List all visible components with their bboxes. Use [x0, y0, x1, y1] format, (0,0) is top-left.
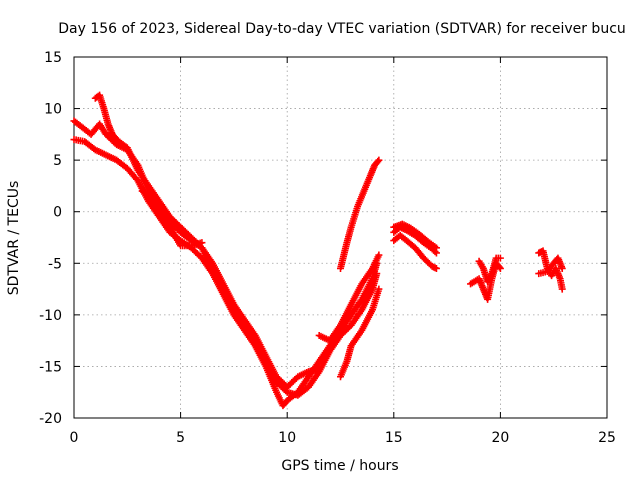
plot-frame	[73, 56, 608, 419]
data-point	[375, 285, 383, 293]
y-tick-label: -20	[39, 411, 62, 427]
data-point	[496, 264, 504, 272]
data-point	[558, 264, 566, 272]
data-point	[496, 254, 504, 262]
x-axis-label: GPS time / hours	[281, 458, 398, 474]
series-track-12	[475, 254, 504, 286]
x-tick-label: 0	[70, 430, 79, 446]
data-marks	[70, 91, 566, 410]
series-track-1	[70, 136, 381, 410]
data-point	[374, 157, 382, 165]
y-axis-label: SDTVAR / TECUs	[6, 181, 22, 296]
y-tick-label: 0	[53, 205, 62, 221]
data-point	[198, 239, 206, 247]
y-tick-label: -10	[39, 308, 62, 324]
grid-lines	[74, 57, 607, 418]
data-point	[315, 364, 323, 372]
data-point	[432, 264, 440, 272]
x-tick-label: 15	[385, 430, 403, 446]
series-track-10	[390, 220, 440, 252]
data-point	[495, 263, 503, 271]
y-tick-label: -5	[48, 256, 62, 272]
data-point	[558, 285, 566, 293]
x-tick-label: 5	[176, 430, 185, 446]
y-tick-label: 10	[44, 102, 62, 118]
series-track-14	[535, 254, 566, 278]
y-tick-label: -15	[39, 359, 62, 375]
y-tick-label: 5	[53, 153, 62, 169]
data-point	[373, 270, 381, 278]
data-point	[375, 251, 383, 259]
y-tick-label: 15	[44, 50, 62, 66]
x-axis: 0 5 10 15 20 25	[70, 57, 616, 446]
series-track-13	[535, 247, 566, 293]
series-track-9	[390, 231, 440, 272]
x-tick-label: 20	[491, 430, 509, 446]
series-track-6	[337, 285, 383, 381]
series-track-3	[91, 91, 323, 391]
data-point	[375, 156, 383, 164]
chart-title: Day 156 of 2023, Sidereal Day-to-day VTE…	[58, 21, 626, 37]
y-axis: -20 -15 -10 -5 0 5 10 15	[39, 50, 607, 427]
series-track-4	[138, 187, 206, 250]
series-track-5	[315, 251, 383, 345]
x-tick-label: 25	[598, 430, 616, 446]
data-point	[432, 244, 440, 252]
x-tick-label: 10	[278, 430, 296, 446]
series-track-7	[337, 156, 383, 272]
